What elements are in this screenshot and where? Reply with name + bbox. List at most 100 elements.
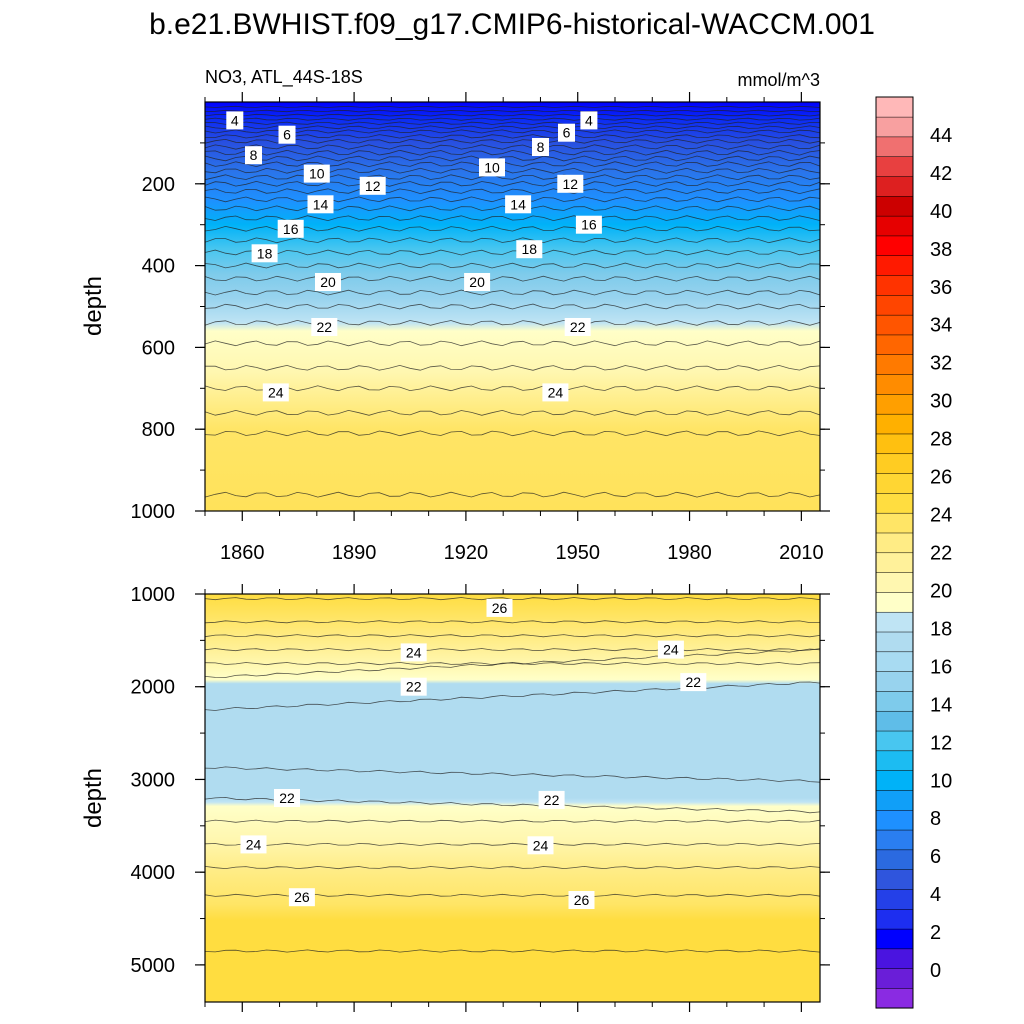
contour-label: 24 <box>268 384 284 400</box>
contour-line <box>204 303 821 310</box>
contour-line <box>204 620 821 624</box>
colorbar-segment <box>875 789 914 811</box>
contour-line <box>204 661 821 666</box>
contour-label-box <box>505 195 532 214</box>
contour-label-box <box>277 219 304 238</box>
contour-label-box <box>315 273 341 291</box>
contour-label: 6 <box>283 127 291 143</box>
y-tick-label: 3000 <box>131 769 176 791</box>
contour-label: 10 <box>484 159 500 175</box>
colorbar-segment <box>875 532 914 554</box>
y-tick-label: 600 <box>142 337 175 359</box>
lower-y-axis-label: depth <box>80 768 107 828</box>
colorbar-segment <box>875 829 914 851</box>
upper-plot-fill <box>205 102 820 511</box>
contour-label: 20 <box>320 274 336 290</box>
contour-label: 12 <box>563 176 579 192</box>
contour-label: 22 <box>279 790 295 806</box>
y-tick-label: 2000 <box>131 677 176 699</box>
contour-label-box <box>680 673 707 692</box>
contour-label-box <box>542 383 569 402</box>
contour-label: 24 <box>548 384 564 400</box>
colorbar-segment <box>875 908 914 930</box>
lower-panel: 26 24 24 22 22 22 22 24 24 26 26 1000 2000 3000 4000 5… <box>80 584 830 1012</box>
contour-label: 18 <box>522 241 538 257</box>
colorbar-label: 32 <box>930 353 952 375</box>
contour-line <box>204 149 821 156</box>
contour-label: 22 <box>544 792 560 808</box>
colorbar-segment <box>875 968 914 989</box>
x-tick-label: 1920 <box>444 542 489 564</box>
y-tick-label: 1000 <box>131 501 176 523</box>
colorbar-segment <box>875 235 914 256</box>
colorbar-segment <box>875 631 914 653</box>
colorbar-label: 24 <box>930 505 952 527</box>
contour-label: 18 <box>257 245 273 261</box>
colorbar-label: 36 <box>930 277 952 299</box>
colorbar-label: 22 <box>930 543 952 565</box>
colorbar-label: 0 <box>930 960 941 982</box>
contour-label-box <box>479 158 505 177</box>
colorbar-segment <box>875 809 914 831</box>
contour-label-box <box>245 146 262 165</box>
contour-label: 12 <box>365 178 381 194</box>
contour-label: 14 <box>313 196 329 212</box>
colorbar-segment <box>875 116 914 138</box>
y-tick-label: 400 <box>142 256 175 278</box>
contour-label-box <box>251 244 278 263</box>
colorbar-segment <box>875 987 914 1009</box>
colorbar-segment <box>875 750 914 771</box>
contour-label-box <box>278 125 296 144</box>
contour-line <box>204 409 821 416</box>
colorbar-segment <box>875 334 914 355</box>
contour-line <box>204 865 821 870</box>
contour-line <box>204 648 821 652</box>
contour-line <box>204 385 821 392</box>
contour-line <box>204 161 821 168</box>
chart-title: b.e21.BWHIST.f09_g17.CMIP6-historical-WA… <box>149 8 875 41</box>
colorbar-segment <box>875 473 914 494</box>
colorbar-segment <box>875 869 914 890</box>
colorbar-segment <box>875 611 914 633</box>
contour-line <box>204 121 821 125</box>
colorbar-segment <box>875 393 914 415</box>
contour-label-box <box>538 790 565 809</box>
contour-label-box <box>564 318 591 336</box>
contour-line <box>204 249 821 256</box>
contour-line <box>204 144 821 150</box>
contour-line <box>204 819 821 823</box>
contour-label-box <box>527 836 554 855</box>
y-tick-label: 800 <box>142 419 175 441</box>
contour-line <box>204 237 821 244</box>
x-tick-label: 2010 <box>779 542 824 564</box>
contour-label-box <box>288 888 315 907</box>
lower-x-ticks <box>204 584 802 1012</box>
contour-label: 4 <box>585 112 593 128</box>
contour-label: 24 <box>406 644 422 660</box>
contour-label-box <box>558 123 575 142</box>
colorbar-label: 26 <box>930 467 952 489</box>
contour-label-box <box>486 598 513 617</box>
x-tick-label: 1950 <box>555 542 600 564</box>
colorbar-label: 44 <box>930 125 952 147</box>
contour-line <box>204 289 821 296</box>
contour-label-box <box>226 111 244 130</box>
contour-label: 26 <box>492 600 508 616</box>
contour-line <box>204 113 821 117</box>
contour-line <box>204 319 821 326</box>
contour-label-box <box>311 318 338 336</box>
colorbar-label: 16 <box>930 656 952 678</box>
colorbar-segment <box>875 136 914 157</box>
y-tick-label: 5000 <box>131 955 176 977</box>
contour-label-box <box>568 891 595 909</box>
contour-line <box>205 364 821 371</box>
contour-line <box>204 340 821 347</box>
contour-label: 26 <box>294 889 310 905</box>
colorbar-segment <box>875 195 914 217</box>
contour-line <box>204 796 821 814</box>
contour-label-box <box>359 176 386 195</box>
colorbar-segment <box>875 552 914 573</box>
contour-label-box <box>240 835 267 854</box>
colorbar-label: 38 <box>930 239 952 261</box>
